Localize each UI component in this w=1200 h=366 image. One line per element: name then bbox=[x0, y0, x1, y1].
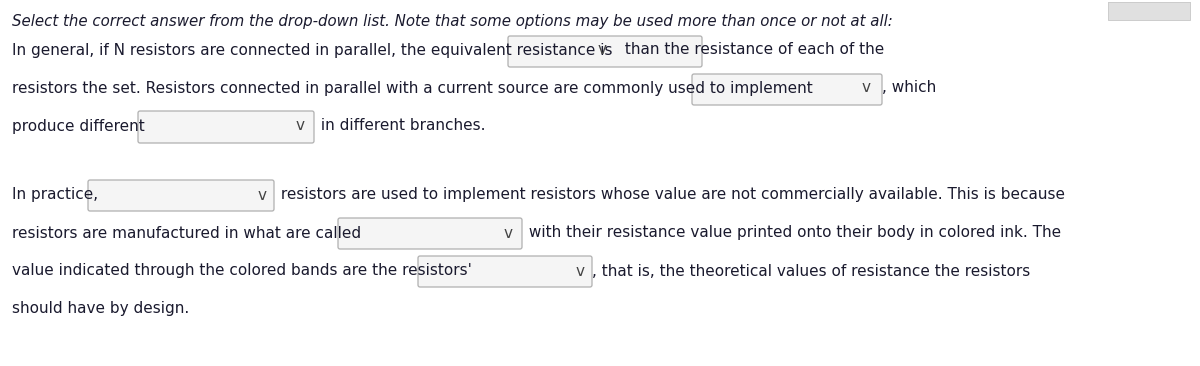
Text: v: v bbox=[576, 264, 586, 279]
Text: v: v bbox=[598, 42, 607, 57]
Text: with their resistance value printed onto their body in colored ink. The: with their resistance value printed onto… bbox=[524, 225, 1061, 240]
Text: , which: , which bbox=[882, 81, 936, 96]
Text: resistors are manufactured in what are called: resistors are manufactured in what are c… bbox=[12, 225, 361, 240]
Text: , that is, the theoretical values of resistance the resistors: , that is, the theoretical values of res… bbox=[592, 264, 1031, 279]
Text: resistors are used to implement resistors whose value are not commercially avail: resistors are used to implement resistor… bbox=[276, 187, 1066, 202]
FancyBboxPatch shape bbox=[418, 256, 592, 287]
Text: v: v bbox=[258, 187, 266, 202]
Text: v: v bbox=[504, 225, 514, 240]
FancyBboxPatch shape bbox=[692, 74, 882, 105]
Text: v: v bbox=[862, 81, 871, 96]
Text: In practice,: In practice, bbox=[12, 187, 98, 202]
Text: Select the correct answer from the drop-down list. Note that some options may be: Select the correct answer from the drop-… bbox=[12, 14, 893, 29]
FancyBboxPatch shape bbox=[138, 111, 314, 143]
FancyBboxPatch shape bbox=[508, 36, 702, 67]
Text: in different branches.: in different branches. bbox=[316, 119, 486, 134]
Text: than the resistance of each of the: than the resistance of each of the bbox=[620, 42, 884, 57]
Text: should have by design.: should have by design. bbox=[12, 302, 190, 317]
Text: In general, if N resistors are connected in parallel, the equivalent resistance : In general, if N resistors are connected… bbox=[12, 42, 617, 57]
Text: resistors the set. Resistors connected in parallel with a current source are com: resistors the set. Resistors connected i… bbox=[12, 81, 812, 96]
Text: value indicated through the colored bands are the resistors': value indicated through the colored band… bbox=[12, 264, 472, 279]
Text: v: v bbox=[296, 119, 305, 134]
FancyBboxPatch shape bbox=[1108, 2, 1190, 20]
Text: produce different: produce different bbox=[12, 119, 145, 134]
FancyBboxPatch shape bbox=[338, 218, 522, 249]
FancyBboxPatch shape bbox=[88, 180, 274, 211]
